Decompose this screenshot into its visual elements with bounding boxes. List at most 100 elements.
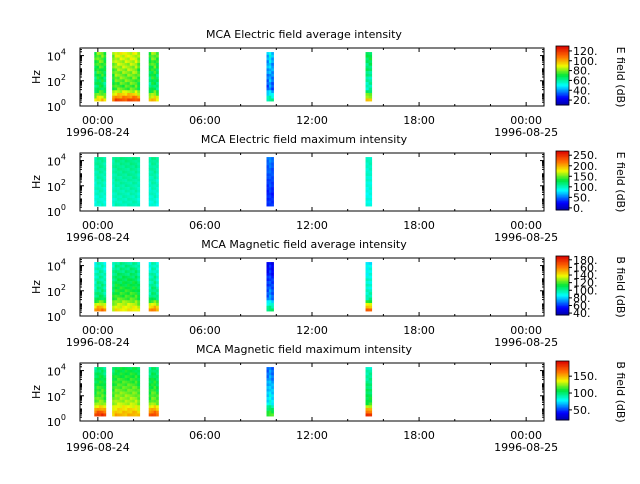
spectrogram-cell	[368, 383, 373, 387]
spectrogram-cell	[98, 270, 102, 274]
colorbar-cell	[556, 361, 569, 363]
spectrogram-cell	[266, 402, 270, 406]
spectrogram-cell	[266, 79, 270, 83]
spectrogram-cell	[129, 270, 133, 274]
colorbar-cell	[556, 162, 569, 165]
spectrogram-cell	[266, 408, 270, 411]
spectrogram-cell	[119, 203, 123, 207]
spectrogram-cell	[148, 402, 152, 406]
spectrogram-cell	[117, 289, 120, 293]
spectrogram-cell	[134, 405, 138, 409]
spectrogram-cell	[134, 402, 138, 406]
colorbar-cell	[556, 151, 569, 153]
spectrogram-cell	[368, 195, 373, 199]
spectrogram-cell	[156, 173, 159, 177]
spectrogram-cell	[98, 367, 102, 371]
spectrogram-cell	[132, 386, 136, 390]
spectrogram-cell	[96, 198, 100, 201]
spectrogram-cell	[94, 283, 97, 287]
spectrogram-cell	[156, 159, 159, 163]
spectrogram-cell	[103, 289, 107, 293]
spectrogram-cell	[94, 388, 97, 392]
spectrogram-cell	[151, 87, 154, 91]
spectrogram-cell	[137, 297, 141, 301]
y-tick-label: 104	[47, 258, 66, 274]
spectrogram-cell	[114, 294, 118, 298]
spectrogram-cell	[119, 93, 123, 96]
spectrogram-cell	[96, 79, 100, 83]
spectrogram-cell	[266, 281, 270, 285]
data-segment	[365, 157, 373, 207]
colorbar-cell	[556, 297, 569, 300]
spectrogram-cell	[268, 297, 272, 301]
spectrogram-cell	[368, 267, 373, 271]
spectrogram-cell	[156, 189, 159, 193]
chart-title: MCA Magnetic field maximum intensity	[196, 343, 412, 356]
colorbar-cell	[556, 48, 569, 51]
spectrogram-cell	[117, 267, 120, 271]
spectrogram-cell	[127, 162, 131, 166]
spectrogram-cell	[112, 87, 115, 91]
spectrogram-cell	[112, 383, 115, 387]
spectrogram-cell	[98, 300, 102, 304]
spectrogram-cell	[137, 73, 141, 77]
colorbar-cell	[556, 377, 569, 380]
colorbar-cell	[556, 400, 569, 403]
spectrogram-cell	[119, 71, 123, 75]
colorbar-cell	[556, 258, 569, 261]
spectrogram-cell	[266, 286, 270, 290]
spectrogram-cell	[153, 372, 157, 376]
colorbar-cell	[556, 155, 569, 158]
spectrogram-cell	[151, 71, 154, 75]
spectrogram-cell	[127, 203, 131, 207]
spectrogram-cell	[268, 79, 272, 83]
spectrogram-cell	[122, 157, 125, 161]
spectrogram-cell	[365, 162, 369, 166]
spectrogram-cell	[151, 399, 154, 403]
spectrogram-cell	[156, 52, 159, 56]
spectrogram-cell	[119, 167, 123, 171]
colorbar-tick-label: 100.	[573, 387, 598, 400]
colorbar-cell	[556, 193, 569, 196]
colorbar-cell	[556, 304, 569, 307]
colorbar-cell	[556, 372, 569, 375]
spectrogram-cell	[153, 170, 157, 174]
colorbar-cell	[556, 79, 569, 82]
spectrogram-cell	[98, 73, 102, 77]
spectrogram-cell	[365, 95, 369, 99]
spectrogram-cell	[114, 272, 118, 276]
spectrogram-cell	[266, 272, 270, 276]
spectrogram-cell	[122, 84, 125, 88]
spectrogram-cell	[124, 159, 128, 163]
spectrogram-cell	[271, 192, 274, 196]
spectrogram-cell	[96, 267, 100, 271]
spectrogram-cell	[151, 187, 154, 191]
spectrogram-cell	[127, 157, 131, 161]
spectrogram-cell	[103, 170, 107, 174]
spectrogram-cell	[365, 184, 369, 188]
spectrogram-cell	[153, 289, 157, 293]
spectrogram-cell	[117, 165, 120, 169]
spectrogram-cell	[151, 65, 154, 69]
spectrogram-cell	[368, 305, 373, 309]
spectrogram-cell	[114, 178, 118, 182]
spectrogram-cell	[117, 157, 120, 161]
spectrogram-cell	[266, 383, 270, 387]
spectrogram-cell	[153, 394, 157, 398]
spectrogram-cell	[98, 286, 102, 290]
spectrogram-cell	[96, 184, 100, 188]
spectrogram-cell	[268, 198, 272, 201]
spectrogram-cell	[266, 176, 270, 180]
spectrogram-cell	[124, 192, 128, 196]
spectrogram-cell	[148, 200, 152, 204]
spectrogram-cell	[96, 367, 100, 371]
spectrogram-cell	[365, 383, 369, 387]
spectrogram-cell	[266, 283, 270, 287]
spectrogram-cell	[98, 369, 102, 373]
spectrogram-cell	[148, 308, 152, 312]
spectrogram-cell	[101, 98, 104, 102]
colorbar-cell	[556, 53, 569, 56]
spectrogram-cell	[132, 292, 136, 296]
spectrogram-cell	[112, 289, 115, 293]
spectrogram-cell	[114, 394, 118, 398]
